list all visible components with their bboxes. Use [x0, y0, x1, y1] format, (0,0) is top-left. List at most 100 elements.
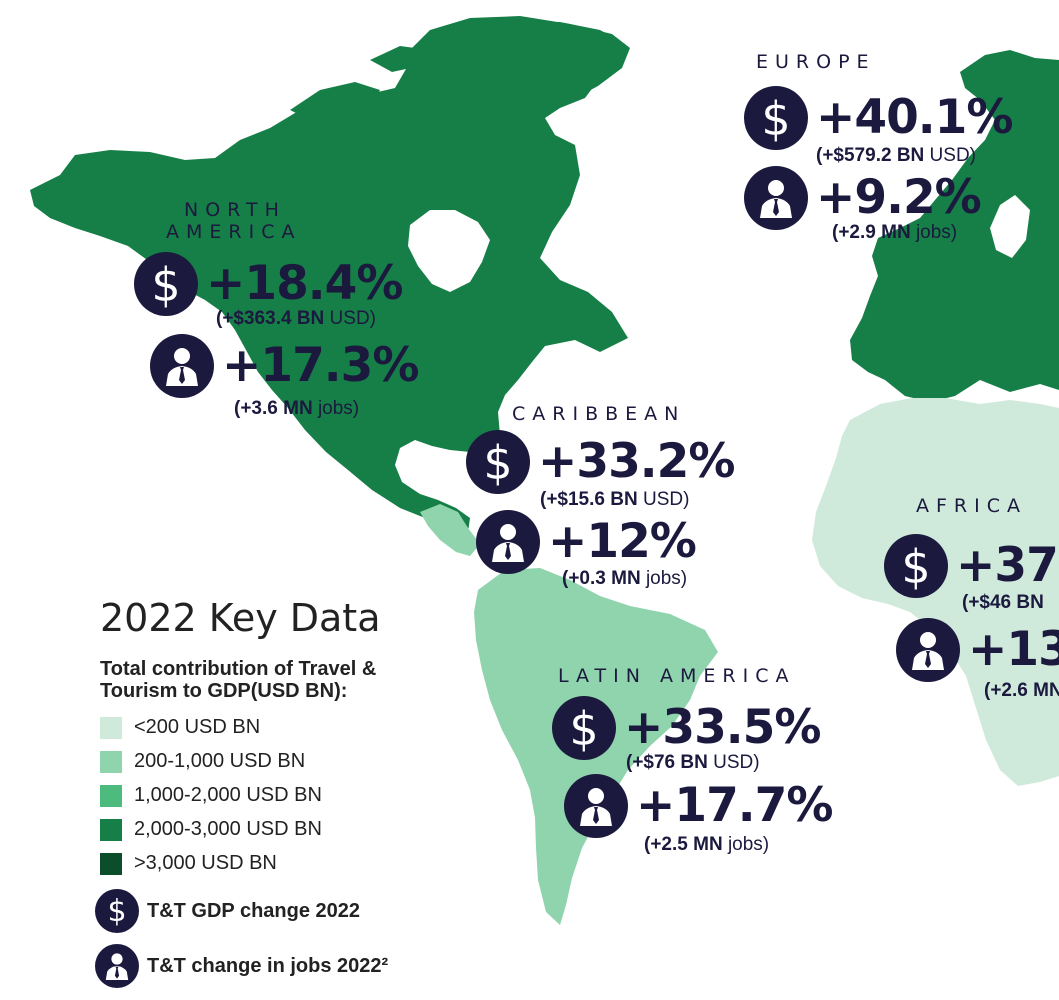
caribbean-jobs-change: +12% — [548, 514, 697, 569]
africa-jobs-abs-value: (+2.6 MN — [984, 680, 1059, 701]
legend-item-label: 2,000-3,000 USD BN — [134, 818, 322, 840]
latin-america-jobs-change: +17.7% — [636, 778, 833, 833]
latin-america-jobs-absolute: (+2.5 MN jobs) — [644, 834, 769, 856]
legend-subtitle: Total contribution of Travel & Tourism t… — [100, 658, 377, 702]
businessman-icon — [564, 774, 628, 838]
dollar-glyph: $ — [151, 258, 181, 312]
dollar-icon: $ — [95, 889, 139, 933]
north-america-landmass — [30, 22, 628, 532]
legend-key-jobs: T&T change in jobs 2022² — [95, 944, 388, 988]
north-america-gdp-absolute: (+$363.4 BN USD) — [216, 308, 376, 330]
africa-jobs-row: +13. — [896, 618, 1059, 682]
legend-item: 200-1,000 USD BN — [100, 750, 305, 773]
caribbean-jobs-abs-unit: jobs) — [640, 568, 688, 589]
region-label-europe: EUROPE — [756, 51, 876, 73]
europe-gdp-abs-value: (+$579.2 BN — [816, 145, 925, 166]
dollar-glyph: $ — [483, 436, 513, 490]
north-america-gdp-abs-value: (+$363.4 BN — [216, 308, 325, 329]
europe-jobs-change: +9.2% — [816, 170, 982, 225]
hudson-bay — [408, 210, 490, 292]
europe-jobs-absolute: (+2.9 MN jobs) — [832, 222, 957, 244]
europe-landmass — [850, 50, 1059, 402]
central-america — [420, 504, 480, 556]
legend-key-gdp: $ T&T GDP change 2022 — [95, 889, 360, 933]
legend-swatch — [100, 784, 122, 807]
legend-item: 2,000-3,000 USD BN — [100, 818, 322, 841]
region-label-north-america-line2: AMERICA — [166, 221, 302, 243]
north-america-gdp-row: $ +18.4% — [134, 252, 403, 316]
africa-gdp-abs-value: (+$46 BN — [962, 592, 1044, 613]
latin-america-gdp-abs-value: (+$76 BN — [626, 752, 708, 773]
dollar-glyph: $ — [761, 92, 791, 146]
legend-key-jobs-label: T&T change in jobs 2022² — [147, 954, 389, 977]
legend-item-label: 200-1,000 USD BN — [134, 750, 306, 772]
legend-swatch — [100, 818, 122, 841]
latin-america-gdp-absolute: (+$76 BN USD) — [626, 752, 760, 774]
dollar-icon: $ — [134, 252, 198, 316]
europe-jobs-abs-unit: jobs) — [910, 222, 958, 243]
africa-jobs-absolute: (+2.6 MN — [984, 680, 1059, 702]
caribbean-gdp-absolute: (+$15.6 BN USD) — [540, 489, 689, 511]
businessman-icon — [744, 166, 808, 230]
north-america-jobs-change: +17.3% — [222, 338, 419, 393]
africa-jobs-change: +13. — [968, 622, 1059, 677]
europe-jobs-row: +9.2% — [744, 166, 982, 230]
caribbean-jobs-row: +12% — [476, 510, 697, 574]
africa-landmass — [812, 398, 1059, 786]
europe-gdp-row: $ +40.1% — [744, 86, 1013, 150]
businessman-icon — [896, 618, 960, 682]
businessman-icon — [476, 510, 540, 574]
caribbean-jobs-abs-value: (+0.3 MN — [562, 568, 641, 589]
greenland — [400, 16, 630, 112]
dollar-glyph: $ — [569, 702, 599, 756]
latin-america-gdp-abs-unit: USD) — [707, 752, 760, 773]
dollar-icon: $ — [744, 86, 808, 150]
legend-swatch — [100, 750, 122, 773]
caribbean-gdp-abs-value: (+$15.6 BN — [540, 489, 638, 510]
arctic-islands — [290, 46, 520, 138]
latin-america-jobs-row: +17.7% — [564, 774, 833, 838]
latin-america-gdp-row: $ +33.5% — [552, 696, 821, 760]
north-america-gdp-change: +18.4% — [206, 256, 403, 311]
north-america-gdp-abs-unit: USD) — [324, 308, 376, 329]
europe-gdp-abs-unit: USD) — [924, 145, 976, 166]
africa-gdp-change: +37.6 — [956, 538, 1059, 593]
legend-item: >3,000 USD BN — [100, 852, 277, 875]
latin-america-gdp-change: +33.5% — [624, 700, 821, 755]
caribbean-gdp-abs-unit: USD) — [637, 489, 690, 510]
businessman-icon — [150, 334, 214, 398]
north-america-jobs-abs-value: (+3.6 MN — [234, 398, 313, 419]
businessman-icon — [95, 944, 139, 988]
region-label-africa: AFRICA — [916, 495, 1027, 517]
region-label-latin-america: LATIN AMERICA — [558, 665, 796, 687]
latin-america-jobs-abs-value: (+2.5 MN — [644, 834, 723, 855]
baltic-sea — [990, 195, 1030, 258]
africa-gdp-absolute: (+$46 BN — [962, 592, 1044, 614]
legend-item-label: >3,000 USD BN — [134, 852, 277, 874]
dollar-icon: $ — [552, 696, 616, 760]
legend-swatch — [100, 716, 122, 739]
caribbean-gdp-row: $ +33.2% — [466, 430, 735, 494]
caribbean-gdp-change: +33.2% — [538, 434, 735, 489]
dollar-icon: $ — [884, 534, 948, 598]
dollar-icon: $ — [466, 430, 530, 494]
europe-gdp-absolute: (+$579.2 BN USD) — [816, 145, 976, 167]
legend-swatch — [100, 852, 122, 875]
africa-gdp-row: $ +37.6 — [884, 534, 1059, 598]
legend-item: <200 USD BN — [100, 716, 260, 739]
europe-gdp-change: +40.1% — [816, 90, 1013, 145]
latin-america-jobs-abs-unit: jobs) — [722, 834, 770, 855]
legend-title: 2022 Key Data — [100, 596, 381, 640]
dollar-glyph: $ — [901, 540, 931, 594]
dollar-glyph: $ — [107, 894, 127, 929]
legend-key-gdp-label: T&T GDP change 2022 — [147, 899, 361, 922]
caribbean-jobs-absolute: (+0.3 MN jobs) — [562, 568, 687, 590]
europe-jobs-abs-value: (+2.9 MN — [832, 222, 911, 243]
legend-item-label: <200 USD BN — [134, 716, 261, 738]
north-america-jobs-absolute: (+3.6 MN jobs) — [234, 398, 359, 420]
region-label-caribbean: CARIBBEAN — [512, 403, 686, 425]
north-america-jobs-row: +17.3% — [150, 334, 419, 398]
north-america-jobs-abs-unit: jobs) — [312, 398, 360, 419]
legend-item: 1,000-2,000 USD BN — [100, 784, 322, 807]
region-label-north-america-line1: NORTH — [184, 199, 286, 221]
